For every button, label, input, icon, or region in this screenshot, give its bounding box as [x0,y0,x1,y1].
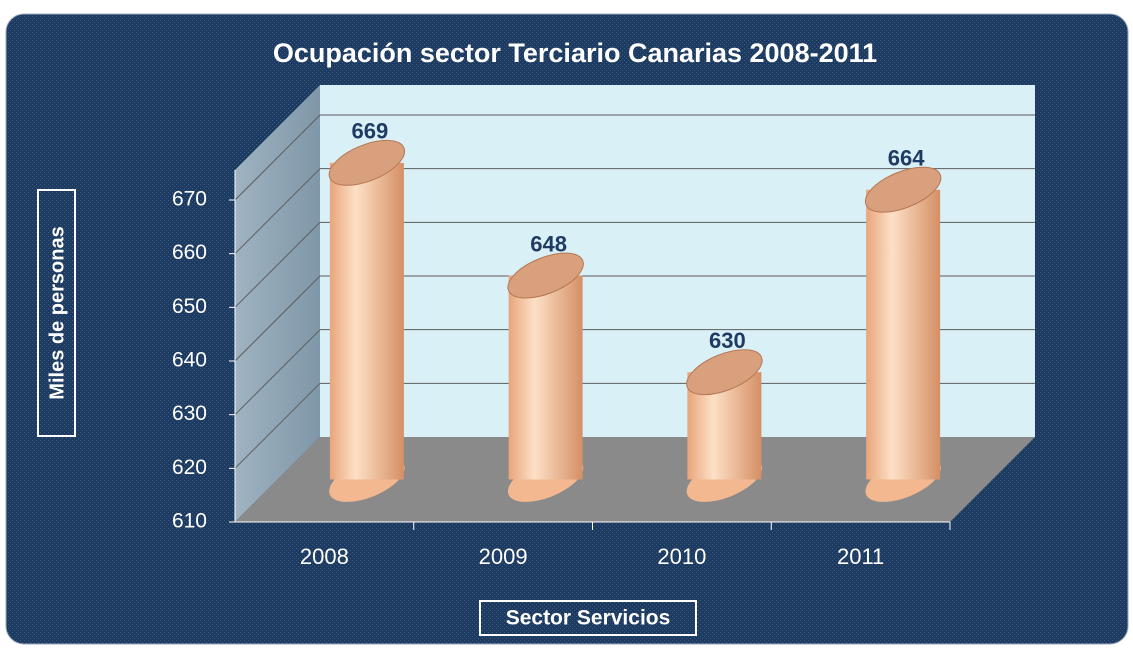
plot-area: 610 620 630 640 650 660 670 2008 669 2009 648 2010 6… [172,85,1035,569]
bar-body [508,275,583,480]
y-tick-label: 650 [172,295,207,318]
bar-body [329,162,404,480]
bar-top [864,166,942,213]
x-tick-label: 2009 [479,544,528,569]
grid-line [234,221,321,308]
bar [686,349,763,502]
grid-line [234,275,321,362]
x-tick-label: 2008 [300,544,349,569]
x-tick-label: 2011 [837,544,884,569]
grid-line [234,329,321,416]
y-tick-label: 660 [172,241,207,264]
data-label: 648 [530,231,567,256]
data-label: 630 [709,328,746,353]
y-tick-label: 630 [172,402,207,425]
bar-top [328,139,406,186]
data-label: 664 [888,146,925,171]
grid-line [234,114,321,201]
x-label-box [479,600,697,636]
grid-line [234,168,321,255]
bar [864,166,942,502]
x-axis-label: Sector Servicios [506,607,671,630]
bar [507,252,584,502]
y-tick-label: 620 [172,456,207,479]
y-label-box [37,189,76,437]
x-tick-label: 2010 [657,544,706,569]
side-wall [235,85,320,522]
y-tick-label: 640 [172,349,207,372]
grid-line [234,382,321,469]
bar-body [866,189,941,480]
data-label: 669 [352,119,389,144]
bar [328,139,406,502]
bar-top [507,252,584,299]
y-tick-label: 670 [172,188,207,211]
y-tick-label: 610 [172,510,207,533]
bar-top [686,349,763,396]
floor [235,437,1035,522]
chart-title: Ocupación sector Terciario Canarias 2008… [273,38,877,68]
y-axis-label: Miles de personas [46,226,68,399]
